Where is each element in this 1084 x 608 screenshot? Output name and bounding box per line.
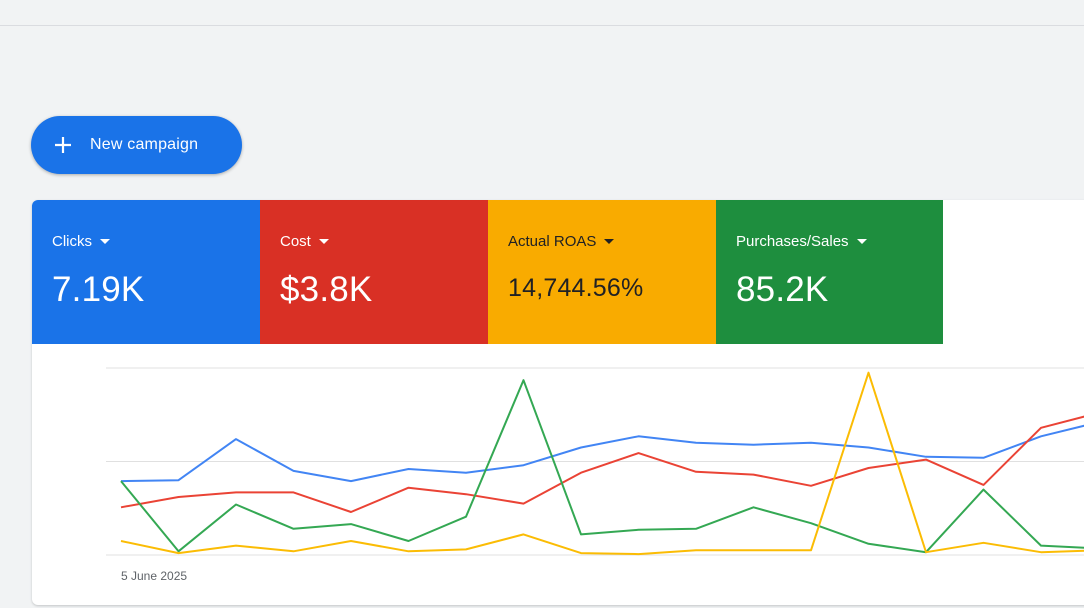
scorecard-actual-roas[interactable]: Actual ROAS 14,744.56% (488, 200, 716, 344)
new-campaign-button[interactable]: New campaign (31, 116, 242, 174)
top-bar (0, 0, 1084, 26)
scorecard-value: 14,744.56% (508, 274, 644, 302)
scorecard-clicks[interactable]: Clicks 7.19K (32, 200, 260, 344)
scorecard-label: Actual ROAS (508, 233, 597, 250)
x-tick-label: 5 June 2025 (121, 569, 187, 583)
performance-chart: 5 June 2025 (106, 367, 1084, 583)
scorecard-label: Purchases/Sales (736, 233, 849, 250)
scorecard-cost[interactable]: Cost $3.8K (260, 200, 488, 344)
caret-down-icon[interactable] (856, 239, 867, 244)
scorecards: Clicks 7.19K Cost $3.8K Actual ROAS 14,7… (32, 200, 943, 344)
scorecard-label: Clicks (52, 233, 92, 250)
scorecard-value: 7.19K (52, 270, 145, 309)
plus-icon (55, 137, 71, 153)
performance-card: Clicks 7.19K Cost $3.8K Actual ROAS 14,7… (32, 200, 1084, 605)
scorecard-value: $3.8K (280, 270, 373, 309)
scorecard-purchases-sales[interactable]: Purchases/Sales 85.2K (716, 200, 943, 344)
caret-down-icon[interactable] (604, 239, 615, 244)
new-campaign-label: New campaign (90, 136, 199, 153)
caret-down-icon[interactable] (100, 239, 110, 244)
series-line-0 (120, 424, 1084, 483)
scorecard-value: 85.2K (736, 270, 829, 309)
series-line-1 (120, 415, 1084, 513)
series-line-2 (120, 379, 1084, 554)
scorecard-label: Cost (280, 233, 311, 250)
caret-down-icon[interactable] (318, 239, 329, 244)
series-line-3 (120, 371, 1084, 556)
